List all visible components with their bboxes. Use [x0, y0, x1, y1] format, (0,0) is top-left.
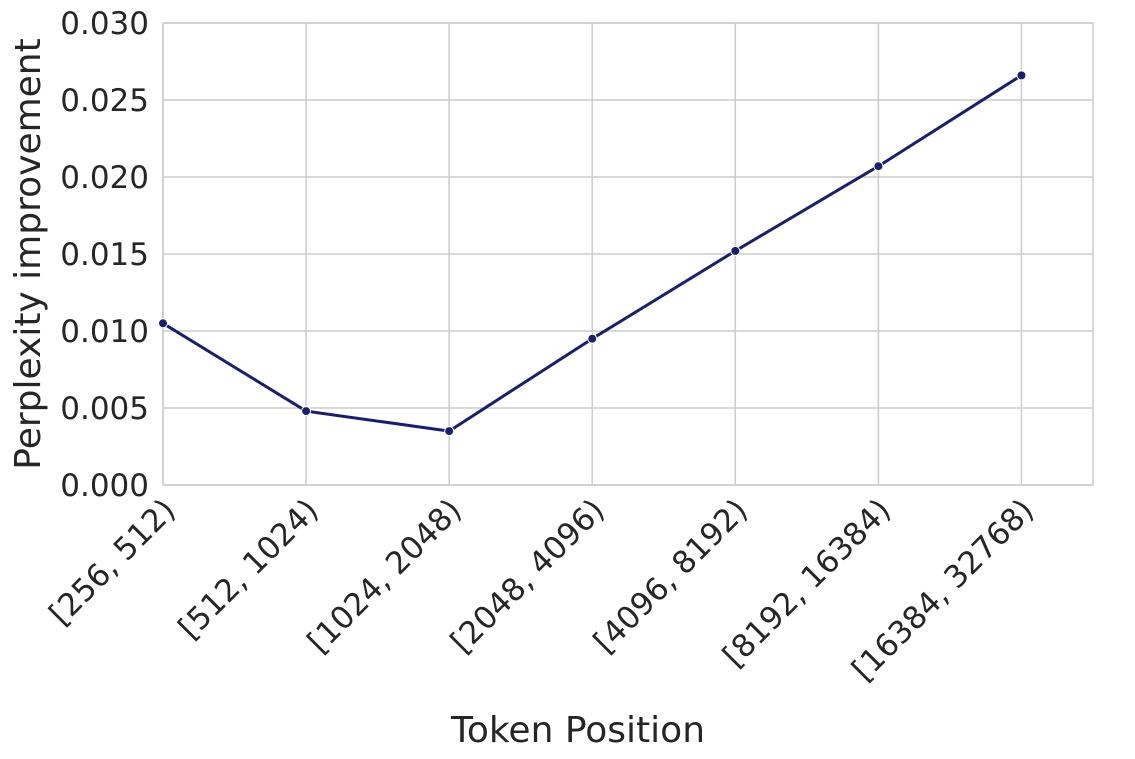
grid-lines	[162, 22, 1093, 486]
data-point	[301, 406, 312, 417]
data-point	[1016, 70, 1027, 81]
series-layer	[158, 70, 1027, 437]
x-tick-label: [256, 512)	[42, 492, 182, 632]
x-tick-label: [512, 1024)	[172, 492, 326, 646]
data-point	[158, 318, 168, 329]
y-tick-label: 0.030	[60, 6, 149, 42]
y-tick-label: 0.020	[60, 160, 149, 196]
y-tick-label: 0.005	[60, 391, 149, 427]
data-point	[587, 333, 598, 344]
data-point	[444, 426, 455, 437]
y-axis-label: Perplexity improvement	[8, 38, 49, 469]
y-tick-label: 0.000	[60, 468, 149, 504]
y-tick-label: 0.010	[60, 314, 149, 350]
y-tick-label: 0.015	[60, 237, 149, 273]
y-tick-label: 0.025	[60, 83, 149, 119]
y-tick-labels: 0.000 0.005 0.010 0.015 0.020 0.025 0.030	[60, 6, 149, 504]
plot-area-frame	[162, 22, 1094, 486]
data-point	[730, 245, 741, 256]
x-tick-labels: [256, 512)[512, 1024)[1024, 2048)[2048, …	[42, 492, 1041, 688]
data-point	[873, 161, 884, 172]
x-axis-label: Token Position	[450, 710, 705, 751]
